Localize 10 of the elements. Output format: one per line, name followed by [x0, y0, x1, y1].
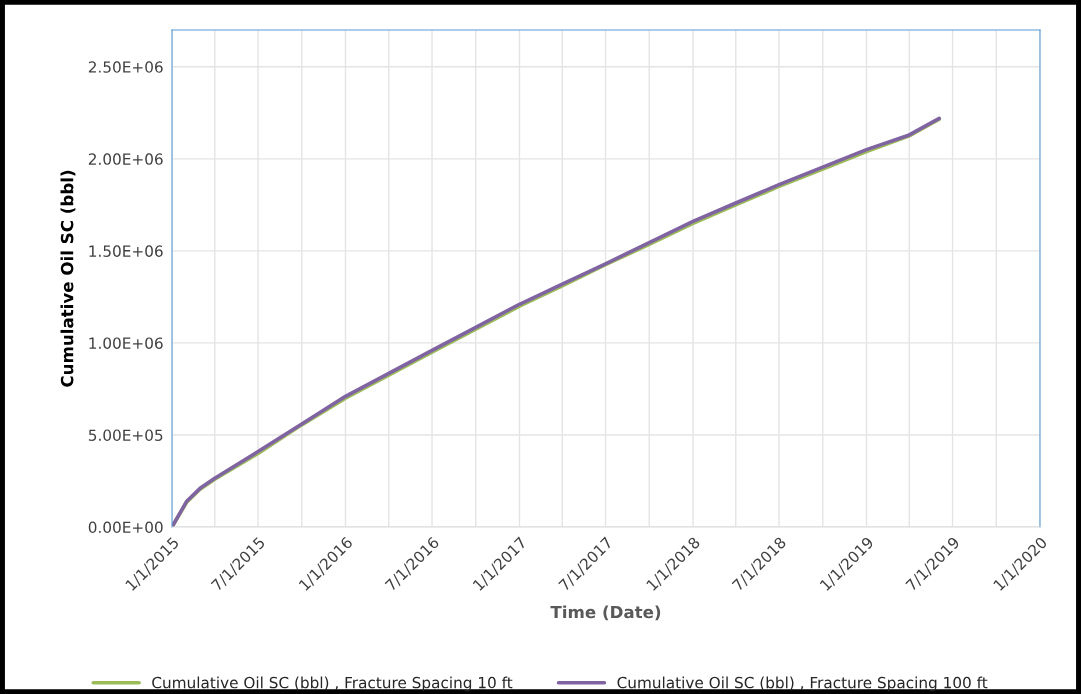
y-tick-label: 2.00E+06	[88, 153, 163, 165]
x-axis-title: Time (Date)	[550, 605, 661, 621]
y-tick-label: 5.00E+05	[88, 429, 163, 441]
y-tick-label: 2.50E+06	[88, 61, 163, 73]
y-axis-title: Cumulative Oil SC (bbl)	[60, 170, 76, 387]
y-tick-label: 1.00E+06	[89, 337, 163, 349]
y-tick-label: 0.00E+00	[88, 521, 163, 534]
legend-label: Cumulative Oil SC (bbl) , Fracture Spacing 100 ft	[617, 676, 988, 692]
legend-label: Cumulative Oil SC (bbl) , Fracture Spacing 10 ft	[152, 676, 513, 692]
y-tick-label: 1.50E+06	[89, 245, 163, 257]
